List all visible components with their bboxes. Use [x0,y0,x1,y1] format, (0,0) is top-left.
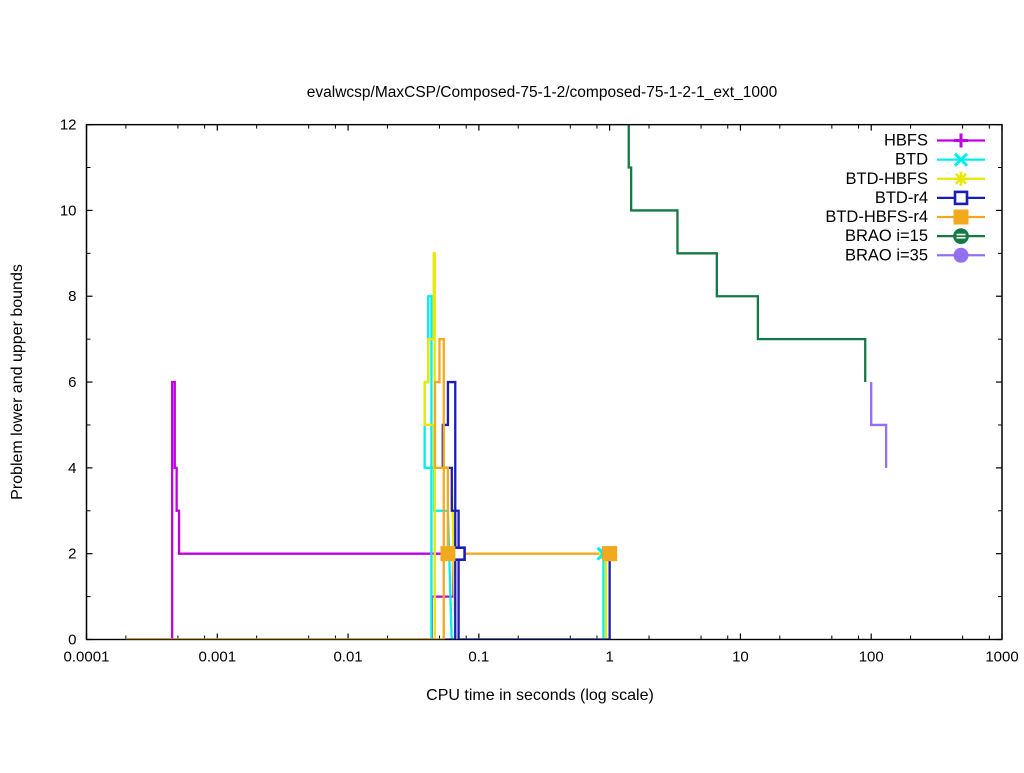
svg-text:CPU time in seconds (log scale: CPU time in seconds (log scale) [426,687,654,704]
svg-text:1000: 1000 [985,649,1018,666]
svg-text:BRAO i=35: BRAO i=35 [845,246,928,264]
svg-text:BTD-HBFS: BTD-HBFS [846,170,929,188]
svg-text:0.0001: 0.0001 [64,649,110,666]
svg-text:BTD: BTD [895,151,928,169]
svg-text:HBFS: HBFS [884,132,928,150]
svg-text:1: 1 [605,649,613,666]
svg-text:BTD-HBFS-r4: BTD-HBFS-r4 [825,208,928,226]
svg-text:BRAO i=15: BRAO i=15 [845,227,928,245]
svg-text:4: 4 [68,460,76,477]
svg-text:8: 8 [68,288,76,305]
svg-text:100: 100 [859,649,884,666]
svg-text:BTD-r4: BTD-r4 [875,189,928,207]
svg-text:2: 2 [68,546,76,563]
svg-text:0: 0 [68,632,76,649]
svg-text:10: 10 [60,202,77,219]
svg-text:evalwcsp/MaxCSP/Composed-75-1-: evalwcsp/MaxCSP/Composed-75-1-2/composed… [307,84,778,101]
svg-text:0.1: 0.1 [468,649,489,666]
svg-text:6: 6 [68,374,76,391]
svg-text:0.01: 0.01 [333,649,362,666]
svg-text:0.001: 0.001 [199,649,237,666]
svg-text:Problem lower and upper bounds: Problem lower and upper bounds [9,264,26,500]
svg-text:10: 10 [732,649,749,666]
svg-text:12: 12 [60,117,77,134]
